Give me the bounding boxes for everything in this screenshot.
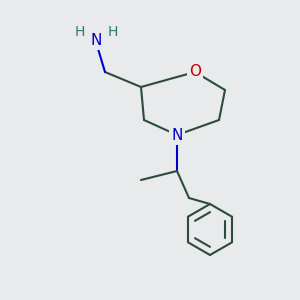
- Text: N: N: [90, 33, 102, 48]
- Text: H: H: [107, 25, 118, 38]
- Text: N: N: [171, 128, 183, 142]
- Text: H: H: [74, 25, 85, 38]
- Text: O: O: [189, 64, 201, 80]
